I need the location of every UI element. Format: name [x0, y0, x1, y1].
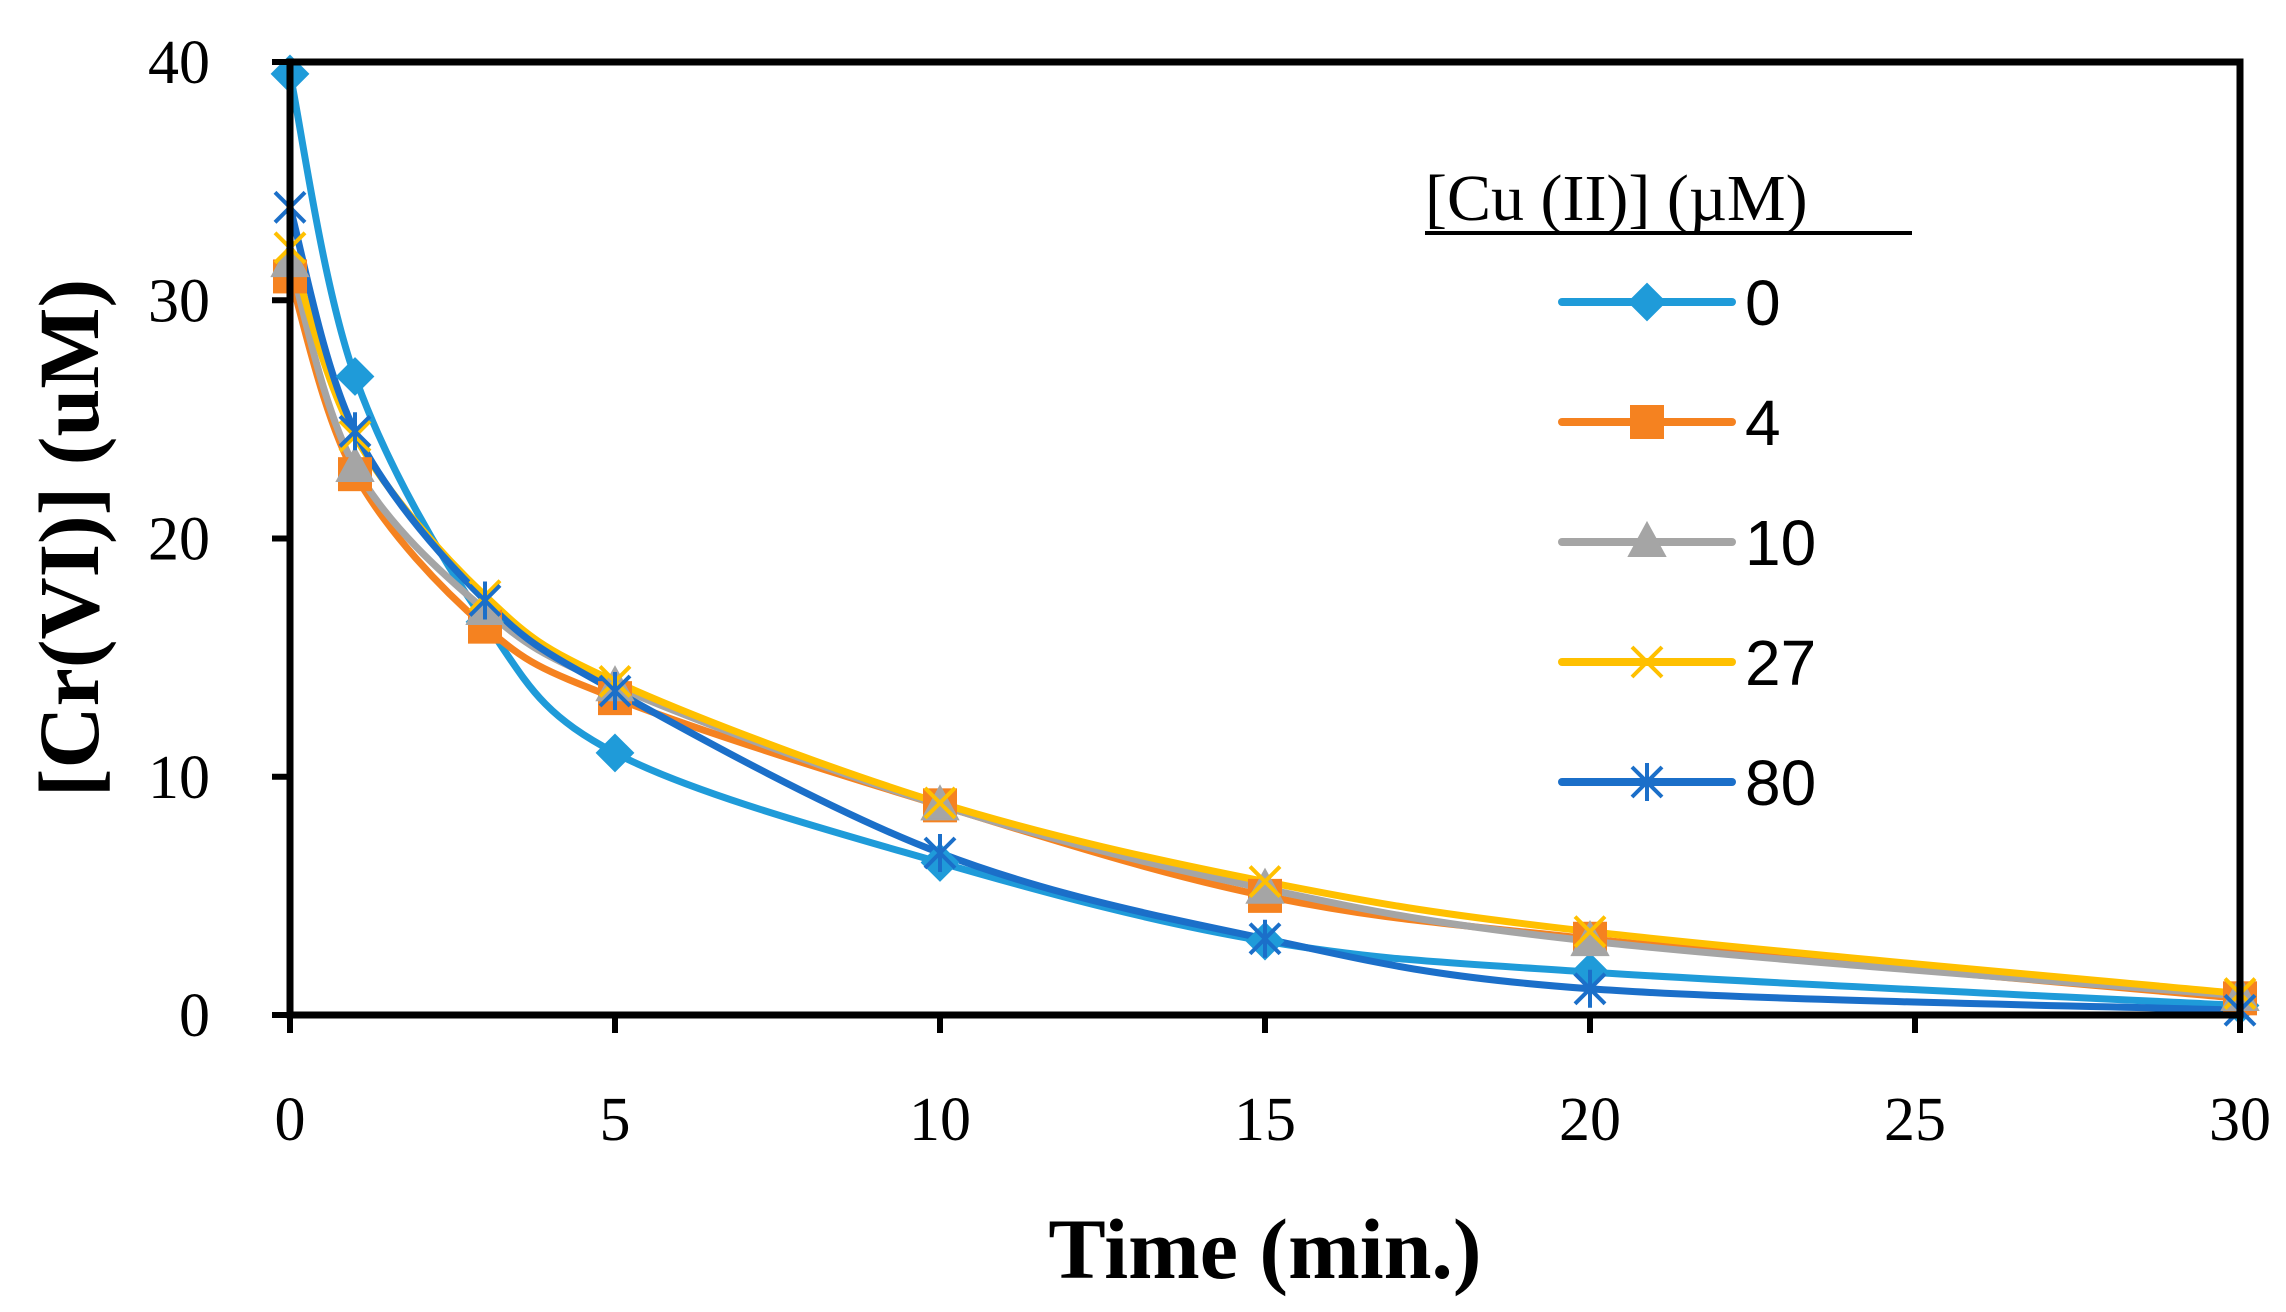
x-tick-label: 25 — [1884, 1086, 1946, 1154]
legend-marker-0 — [1627, 282, 1667, 322]
y-tick-label: 30 — [148, 267, 210, 335]
legend-marker-27 — [1630, 645, 1664, 679]
legend-label-10: 10 — [1745, 507, 1816, 579]
y-tick-label: 0 — [179, 982, 210, 1050]
legend-title: [Cu (II)] (µM) — [1425, 162, 1808, 235]
data-point-80 — [598, 671, 632, 710]
data-point-80 — [1573, 969, 1607, 1008]
x-tick-label: 10 — [909, 1086, 971, 1154]
series-line-0 — [286, 70, 2244, 1009]
legend: [Cu (II)] (µM) 0 4 10 27 80 — [1425, 162, 1912, 819]
x-tick-label: 20 — [1559, 1086, 1621, 1154]
legend-label-27: 27 — [1745, 627, 1816, 699]
data-point-10 — [1245, 867, 1285, 904]
data-point-80 — [338, 412, 372, 451]
legend-marker-10 — [1627, 520, 1667, 557]
data-point-80 — [1248, 919, 1282, 958]
y-axis-title: [Cr(VI)] (uM) — [21, 279, 117, 797]
data-point-27 — [1573, 915, 1607, 949]
data-point-27 — [1248, 865, 1282, 898]
legend-label-80: 80 — [1745, 747, 1816, 819]
data-point-0 — [335, 357, 375, 396]
x-tick-label: 30 — [2209, 1086, 2271, 1154]
legend-marker-80 — [1630, 763, 1664, 801]
x-tick-label: 15 — [1234, 1086, 1296, 1154]
data-point-80 — [468, 581, 502, 620]
y-tick-label: 10 — [148, 744, 210, 812]
data-point-80 — [923, 833, 957, 872]
legend-label-0: 0 — [1745, 267, 1781, 339]
y-tick-label: 20 — [148, 506, 210, 574]
x-axis-title: Time (min.) — [1048, 1201, 1481, 1297]
data-point-10 — [335, 445, 375, 483]
data-point-27 — [923, 786, 957, 820]
legend-marker-4 — [1630, 405, 1664, 439]
data-point-0 — [595, 733, 635, 773]
y-tick-label: 40 — [148, 29, 210, 97]
x-tick-label: 0 — [275, 1086, 306, 1154]
legend-label-4: 4 — [1745, 387, 1781, 459]
x-tick-label: 5 — [600, 1086, 631, 1154]
